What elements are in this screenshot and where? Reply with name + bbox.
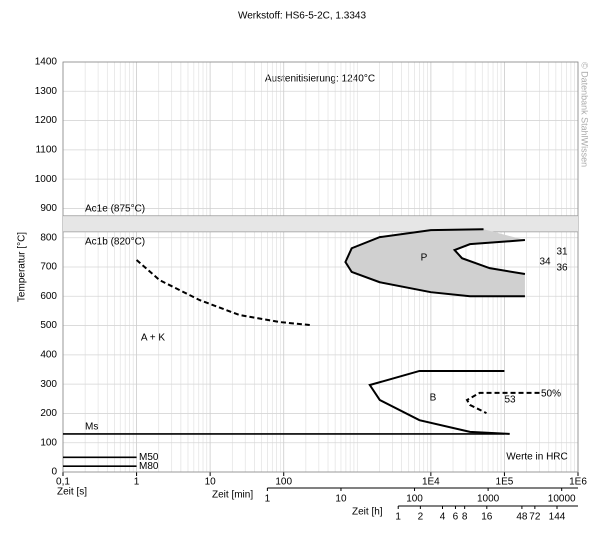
- x-tick-label: 100: [275, 477, 292, 488]
- x-tick-label: 1: [134, 477, 140, 488]
- level-label: M80: [139, 461, 159, 472]
- x3-tick-label: 6: [453, 512, 459, 523]
- level-label: Ms: [85, 422, 98, 433]
- plot-frame: [62, 61, 579, 473]
- y-tick-label: 600: [40, 291, 57, 302]
- x3-tick-label: 4: [440, 512, 446, 523]
- x3-tick-label: 8: [462, 512, 468, 523]
- y-tick-label: 500: [40, 320, 57, 331]
- x3-tick-label: 16: [481, 512, 493, 523]
- x-tick-label: 10: [205, 477, 217, 488]
- annotation: P: [421, 253, 428, 264]
- annotation: 50%: [541, 389, 561, 400]
- x2-tick-label: 1000: [477, 494, 500, 505]
- transformation-curve: [452, 239, 526, 276]
- x2-tick-label: 10000: [548, 494, 576, 505]
- transformation-curve: [465, 391, 540, 415]
- chart-title: Werkstoff: HS6-5-2C, 1.3343: [238, 11, 366, 22]
- level-label: M50: [139, 452, 159, 463]
- copyright: © Datenbank StahlWissen: [580, 62, 590, 167]
- x3-tick-label: 48: [516, 512, 528, 523]
- y-tick-label: 0: [51, 467, 57, 478]
- y-tick-label: 800: [40, 232, 57, 243]
- y-tick-label: 200: [40, 408, 57, 419]
- transformation-curve: [344, 228, 525, 298]
- annotation: A + K: [141, 333, 166, 344]
- x3-tick-label: 72: [529, 512, 541, 523]
- hardness-label: 34: [539, 257, 551, 268]
- x2-tick-label: 1: [265, 494, 271, 505]
- y-tick-label: 300: [40, 379, 57, 390]
- x-tick-label: 0,1: [56, 477, 70, 488]
- y-tick-label: 700: [40, 262, 57, 273]
- pearlite-area: [345, 229, 525, 297]
- x3-tick-label: 1: [395, 512, 401, 523]
- x-axis-label: Zeit [s]: [57, 487, 87, 498]
- level-label: Ac1b (820°C): [85, 236, 145, 247]
- hardness-label: 53: [504, 395, 516, 406]
- y-tick-label: 900: [40, 203, 57, 214]
- y-tick-label: 100: [40, 437, 57, 448]
- y-tick-label: 1200: [35, 115, 58, 126]
- x3-axis-label: Zeit [h]: [352, 507, 383, 518]
- hardness-label: 36: [556, 263, 568, 274]
- x-tick-label: 1E6: [569, 477, 587, 488]
- y-tick-label: 1300: [35, 86, 58, 97]
- x-tick-label: 1E4: [422, 477, 440, 488]
- y-tick-label: 1000: [35, 174, 58, 185]
- subtitle: Austenitisierung: 1240°C: [265, 74, 375, 85]
- y-axis-label: Temperatur [°C]: [17, 232, 28, 302]
- x2-tick-label: 10: [335, 494, 347, 505]
- annotation: B: [430, 393, 437, 404]
- hardness-label: 31: [556, 247, 568, 258]
- x-tick-label: 1E5: [496, 477, 514, 488]
- x2-axis-label: Zeit [min]: [212, 490, 253, 501]
- level-label: Ac1e (875°C): [85, 203, 145, 214]
- y-tick-label: 1100: [35, 144, 57, 155]
- y-tick-label: 400: [40, 349, 57, 360]
- x2-tick-label: 100: [406, 494, 423, 505]
- x3-tick-label: 2: [418, 512, 424, 523]
- y-tick-label: 1400: [35, 57, 58, 68]
- annotation: Werte in HRC: [506, 452, 568, 463]
- transformation-curve: [135, 259, 310, 326]
- transformation-curve: [368, 369, 510, 435]
- ac-band: [63, 215, 578, 232]
- x3-tick-label: 144: [549, 512, 566, 523]
